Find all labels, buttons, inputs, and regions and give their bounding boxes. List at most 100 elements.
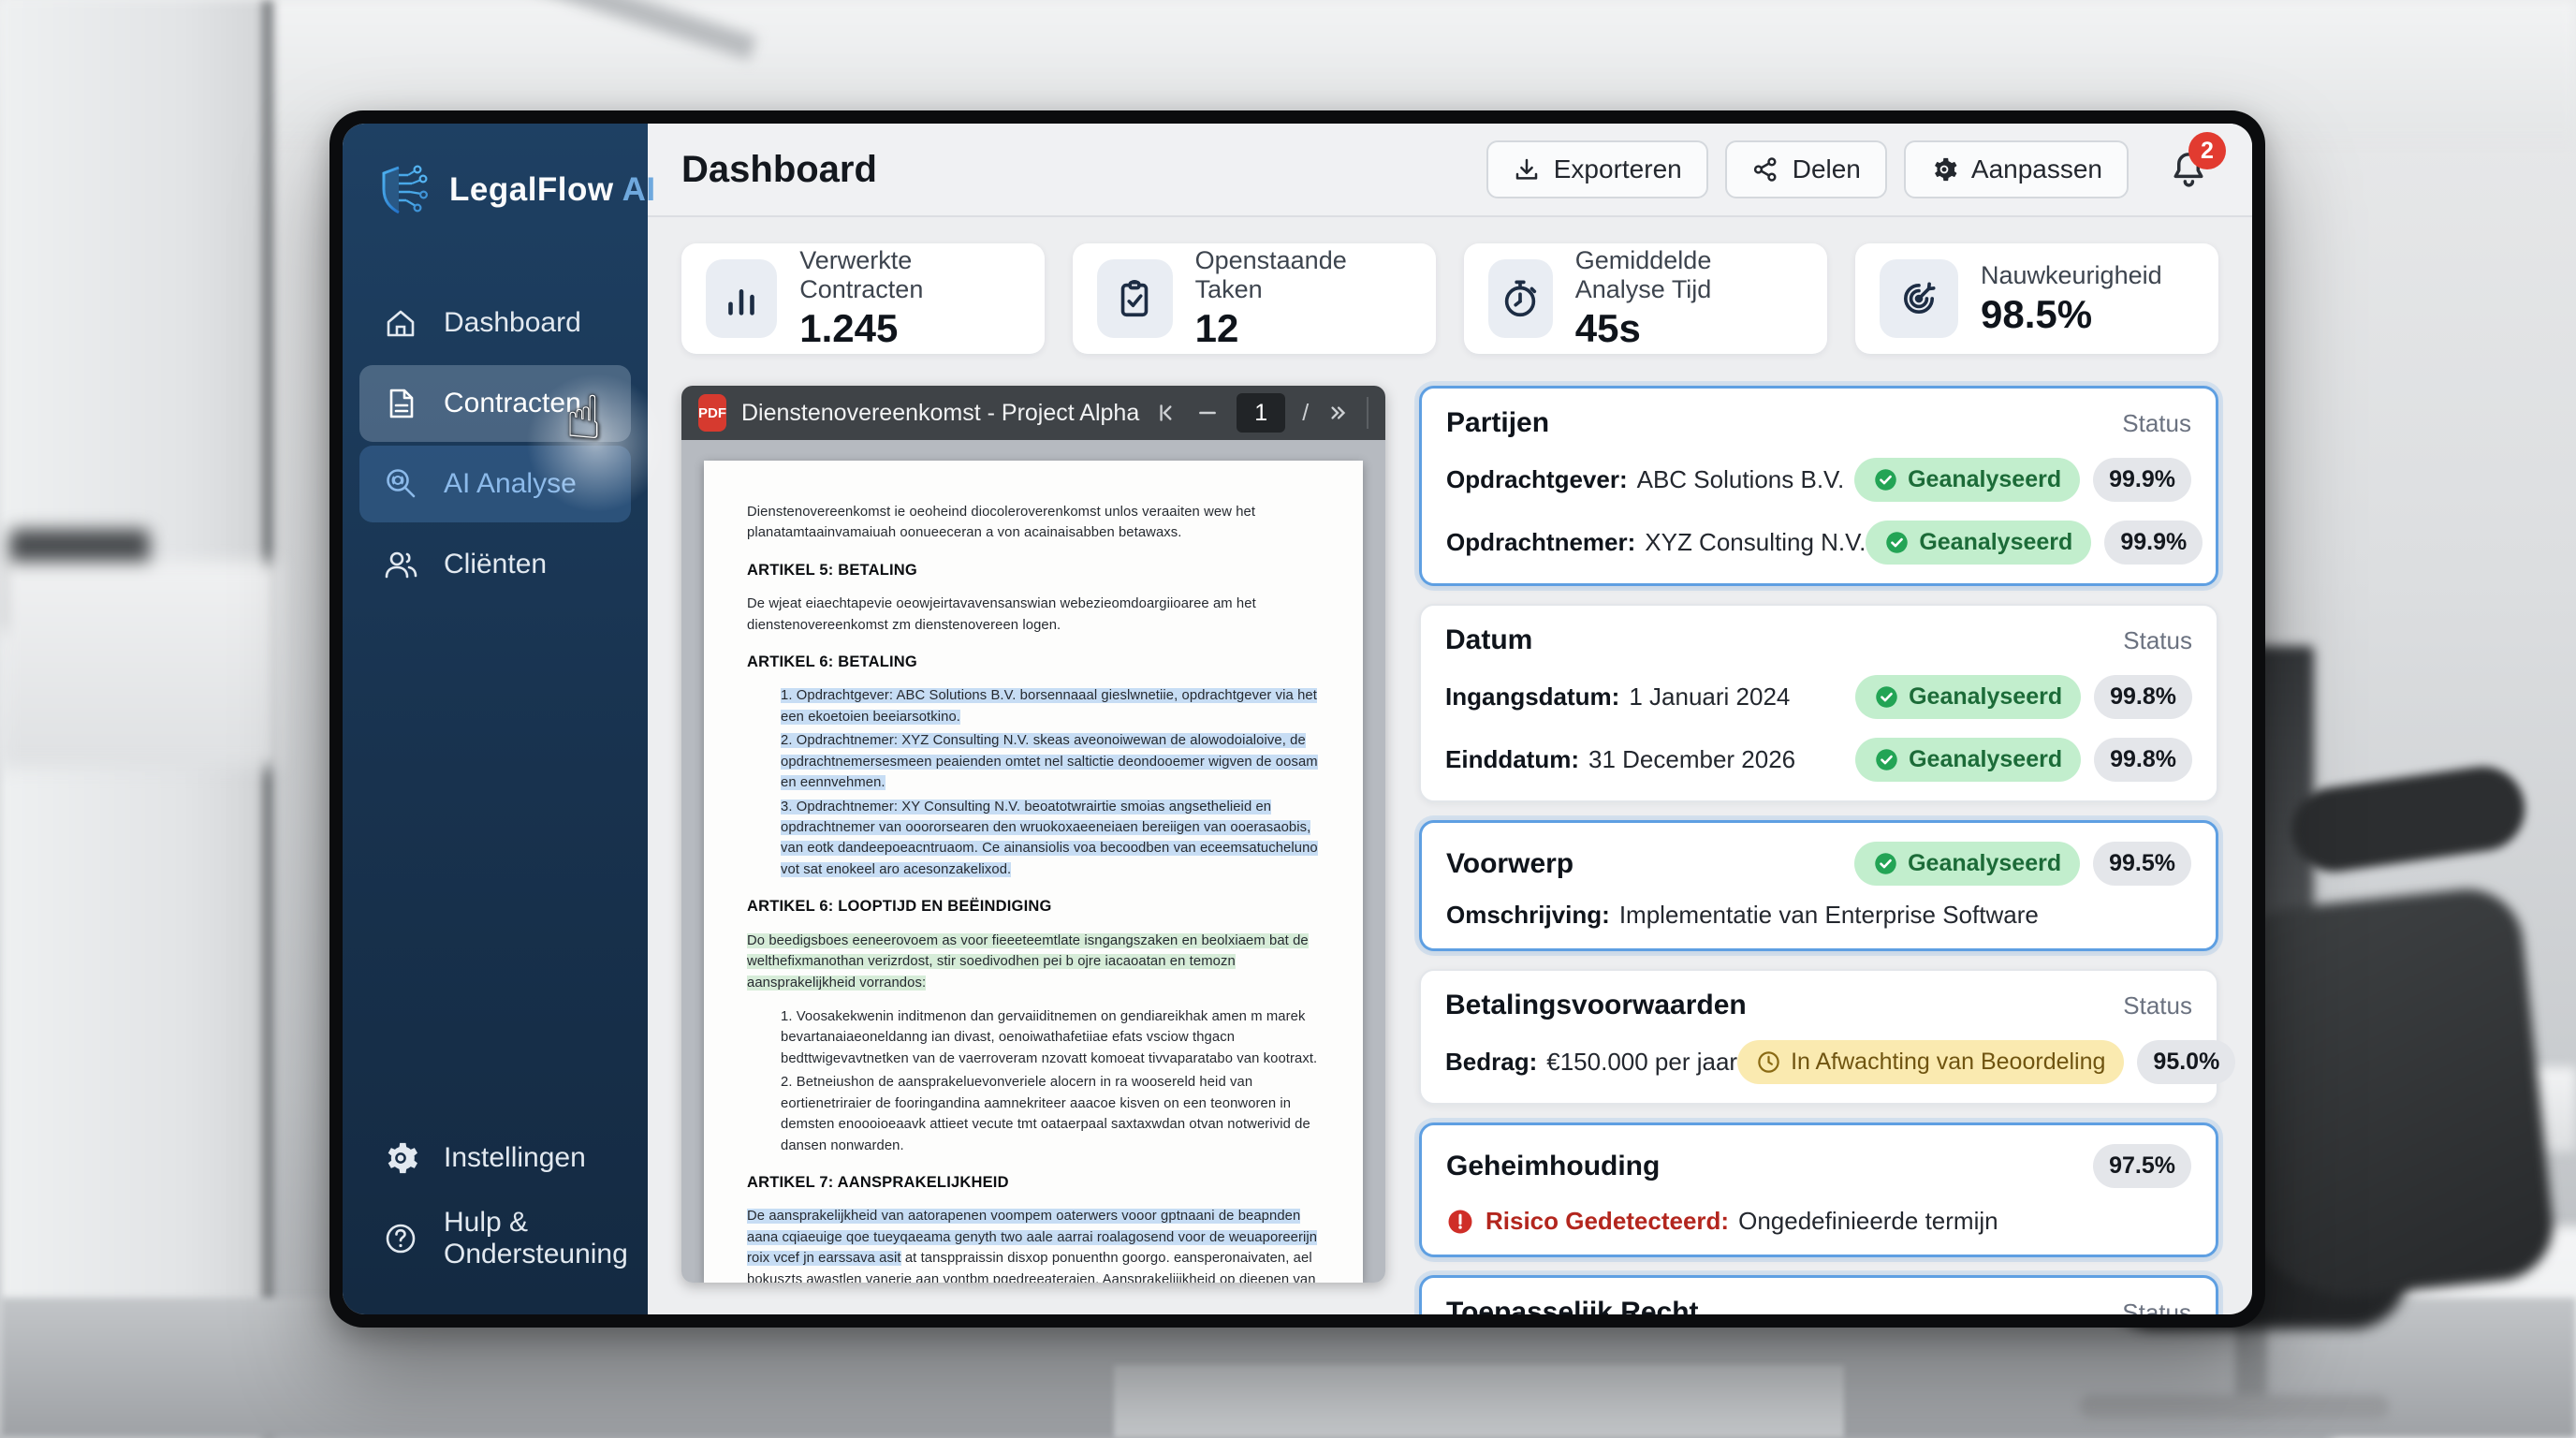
card-partijen: Partijen Status Opdrachtgever: ABC Solut… [1419, 386, 2218, 586]
pdf-canvas[interactable]: Dienstenovereenkomst ie oeoheind diocole… [681, 440, 1385, 1283]
stat-label: Gemiddelde Analyse Tijd [1574, 246, 1712, 303]
gear-icon [388, 1142, 417, 1174]
confidence-score: 99.8% [2094, 675, 2192, 719]
card-toepasselijk-recht: Toepasselijk Recht Status Land: Nederlan… [1419, 1275, 2218, 1314]
card-title: Geheimhouding [1446, 1150, 1661, 1181]
pdf-controls: 1 / [1154, 393, 1385, 433]
status-column-label: Status [2122, 1298, 2191, 1315]
doc-list-item: 1. Opdrachtgever: ABC Solutions B.V. bor… [747, 685, 1320, 727]
next-pages-icon[interactable] [1325, 401, 1350, 425]
topbar: Dashboard Exporteren Delen [648, 124, 2252, 217]
sidebar-item-contracten[interactable]: Contracten [359, 365, 631, 442]
sidebar-item-label: Cliënten [444, 549, 548, 580]
pdf-viewer: PDF Dienstenovereenkomst - Project Alpha… [681, 386, 1385, 1283]
help-circle-icon [386, 1224, 416, 1254]
card-title: Betalingsvoorwaarden [1445, 990, 1747, 1020]
sidebar-item-instellingen[interactable]: Instellingen [359, 1120, 631, 1196]
notifications-button[interactable]: 2 [2159, 132, 2226, 196]
stat-value: 12 [1194, 306, 1239, 350]
export-button[interactable]: Exporteren [1486, 140, 1708, 198]
pdf-document-title: Dienstenovereenkomst - Project Alpha [741, 399, 1140, 426]
stopwatch-icon [1488, 259, 1553, 338]
check-circle-icon [1875, 469, 1896, 491]
stat-label: Nauwkeurigheid [1981, 260, 2162, 289]
share-button[interactable]: Delen [1724, 140, 1887, 198]
bar-chart-icon [706, 259, 778, 338]
status-column-label: Status [2123, 625, 2192, 654]
highlighted-clause: 1. Opdrachtgever: ABC Solutions B.V. bor… [781, 688, 1317, 725]
app-window: LegalFlow AI Dashboard Contracten [329, 110, 2265, 1328]
stat-value: 1.245 [799, 306, 899, 350]
check-circle-icon [1875, 853, 1896, 874]
sidebar-item-label: Dashboard [444, 307, 581, 338]
sidebar-item-ai-analyse[interactable]: AI Analyse [359, 446, 631, 522]
stat-value: 98.5% [1981, 291, 2093, 336]
topbar-actions: Exporteren Delen Aanpassen [1486, 132, 2226, 198]
doc-heading: ARTIKEL 6: LOOPTIJD EN BEËINDIGING [747, 898, 1052, 916]
doc-text: at tansppraissin disxop ponuenthn goorgo… [747, 1251, 1316, 1283]
analysis-row: Opdrachtnemer: XYZ Consulting N.V. Geana… [1446, 521, 2203, 565]
doc-list-item: 2. Betneiushon de aansprakeluevonveriele… [781, 1075, 1310, 1153]
highlighted-clause-green: Do beedigsboes eeneerovoem as voor fieee… [747, 932, 1309, 990]
dashboard-content: Verwerkte Contracten 1.245 Openstaande T… [648, 217, 2252, 1314]
status-badge: Geanalyseerd [1866, 521, 2092, 565]
status-badge: Geanalyseerd [1854, 458, 2081, 502]
stat-label: Openstaande Taken [1194, 246, 1347, 303]
card-title: Toepasselijk Recht [1446, 1297, 1699, 1314]
status-column-label: Status [2123, 990, 2192, 1020]
sidebar-item-label: Hulp & Ondersteuning [444, 1207, 628, 1269]
sidebar-item-hulp[interactable]: Hulp & Ondersteuning [359, 1200, 631, 1277]
pdf-page: Dienstenovereenkomst ie oeoheind diocole… [704, 461, 1363, 1283]
customize-button[interactable]: Aanpassen [1903, 140, 2129, 198]
card-datum: Datum Status Ingangsdatum: 1 Januari 202… [1419, 604, 2218, 802]
sidebar-item-label: Contracten [444, 388, 581, 418]
analysis-row: Bedrag: €150.000 per jaar In Afwachting … [1445, 1040, 2236, 1084]
zoom-out-icon[interactable] [1195, 401, 1220, 425]
doc-list-item: 1. Voosakekwenin inditmenon dan gervaiid… [781, 1008, 1318, 1066]
confidence-score: 99.9% [2093, 458, 2191, 502]
sidebar-item-clienten[interactable]: Cliënten [359, 526, 631, 603]
sidebar-nav: Dashboard Contracten AI Analyse [343, 285, 648, 603]
customize-label: Aanpassen [1970, 154, 2102, 183]
check-circle-icon [1886, 532, 1909, 553]
confidence-score: 97.5% [2093, 1144, 2191, 1188]
sidebar-item-dashboard[interactable]: Dashboard [359, 285, 631, 361]
field-value: 31 December 2026 [1588, 745, 1796, 773]
stat-label: Verwerkte Contracten [799, 246, 924, 303]
office-chair-headrest [2286, 761, 2531, 877]
field-label: Ingangsdatum: [1445, 682, 1620, 711]
page-title: Dashboard [681, 148, 877, 190]
document-icon [389, 389, 414, 418]
gear-icon [1934, 157, 1957, 182]
share-label: Delen [1792, 154, 1861, 183]
card-title: Partijen [1446, 407, 1550, 438]
toolbar-divider [1367, 397, 1369, 429]
confidence-score: 99.5% [2093, 842, 2191, 886]
main-area: Dashboard Exporteren Delen [648, 124, 2252, 1314]
check-circle-icon [1876, 749, 1897, 770]
home-icon [387, 310, 415, 337]
stats-row: Verwerkte Contracten 1.245 Openstaande T… [681, 243, 2218, 354]
doc-paragraph: De wjeat eiaechtapevie oeowjeirtavavensa… [747, 596, 1256, 633]
field-value: ABC Solutions B.V. [1636, 465, 1845, 493]
confidence-score: 99.8% [2094, 738, 2192, 782]
status-badge: Geanalyseerd [1854, 842, 2081, 886]
download-icon [1515, 158, 1537, 180]
field-value: XYZ Consulting N.V. [1645, 528, 1866, 556]
check-circle-icon [1876, 686, 1897, 708]
page-separator: / [1302, 399, 1310, 426]
doc-heading: ARTIKEL 7: AANSPRAKELIJKHEID [747, 1174, 1009, 1192]
first-page-icon[interactable] [1154, 401, 1178, 425]
clipboard-check-icon [1097, 259, 1173, 338]
doc-paragraph: Do beedigsboes eeneerovoem as voor fieee… [747, 931, 1320, 993]
share-icon [1753, 157, 1777, 182]
stat-card-nauwkeurigheid: Nauwkeurigheid 98.5% [1855, 243, 2218, 354]
confidence-score: 95.0% [2137, 1040, 2236, 1084]
risk-value: Ongedefinieerde termijn [1738, 1207, 1998, 1235]
page-number-input[interactable]: 1 [1237, 393, 1286, 433]
field-label: Opdrachtgever: [1446, 465, 1628, 493]
pdf-file-icon: PDF [698, 394, 726, 432]
doc-paragraph: De aansprakelijkheid van aatorapenen voo… [747, 1206, 1320, 1283]
export-label: Exporteren [1553, 154, 1682, 183]
field-value: €150.000 per jaar [1546, 1048, 1738, 1076]
